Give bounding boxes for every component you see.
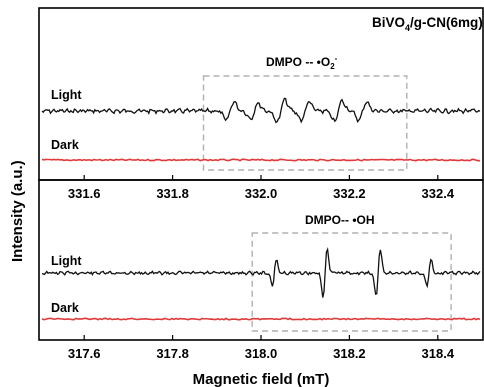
bottom-box-label: DMPO-- •OH <box>305 213 375 227</box>
bottom-light-trace <box>41 246 481 298</box>
top-tick-label-1: 331.8 <box>156 186 189 201</box>
title-main: BiVO <box>372 15 405 30</box>
top-box-label-sup: - <box>335 54 338 63</box>
top-tick-label-0: 331.6 <box>68 186 101 201</box>
bottom-dark-trace <box>41 317 481 321</box>
bottom-panel-frame <box>38 179 484 341</box>
bottom-tick-label-3: 318.2 <box>333 346 366 361</box>
title-sub: 4 <box>405 23 410 33</box>
top-tick-label-2: 332.0 <box>245 186 278 201</box>
top-highlight-box <box>202 75 408 171</box>
bottom-x-ticks: 317.6 317.8 318.0 318.2 318.4 <box>68 335 455 361</box>
bottom-tick-label-2: 318.0 <box>245 346 278 361</box>
bottom-dark-label: Dark <box>51 301 79 315</box>
top-box-label-sub: 2 <box>330 62 335 71</box>
top-box-label-main: DMPO -- •O <box>266 55 330 69</box>
top-light-label: Light <box>51 88 82 102</box>
top-tick-label-3: 332.2 <box>333 186 366 201</box>
top-tick-label-4: 332.4 <box>422 186 455 201</box>
top-light-trace <box>41 97 481 124</box>
bottom-tick-label-1: 317.8 <box>156 346 189 361</box>
x-axis-title: Magnetic field (mT) <box>193 371 330 387</box>
top-dark-label: Dark <box>51 138 79 152</box>
title-rest: /g-CN(6mg) <box>410 15 483 30</box>
bottom-highlight-box <box>251 232 452 332</box>
bottom-light-label: Light <box>51 254 82 268</box>
y-axis-title: Intensity (a.u.) <box>9 160 26 262</box>
top-panel-frame <box>38 7 484 181</box>
top-dark-trace <box>41 158 481 162</box>
top-x-ticks: 331.6 331.8 332.0 332.2 332.4 <box>68 175 455 201</box>
bottom-tick-label-4: 318.4 <box>422 346 455 361</box>
bottom-tick-label-0: 317.6 <box>68 346 101 361</box>
top-box-label: DMPO -- •O2- <box>266 54 338 71</box>
panel-title: BiVO4/g-CN(6mg) <box>372 15 483 33</box>
